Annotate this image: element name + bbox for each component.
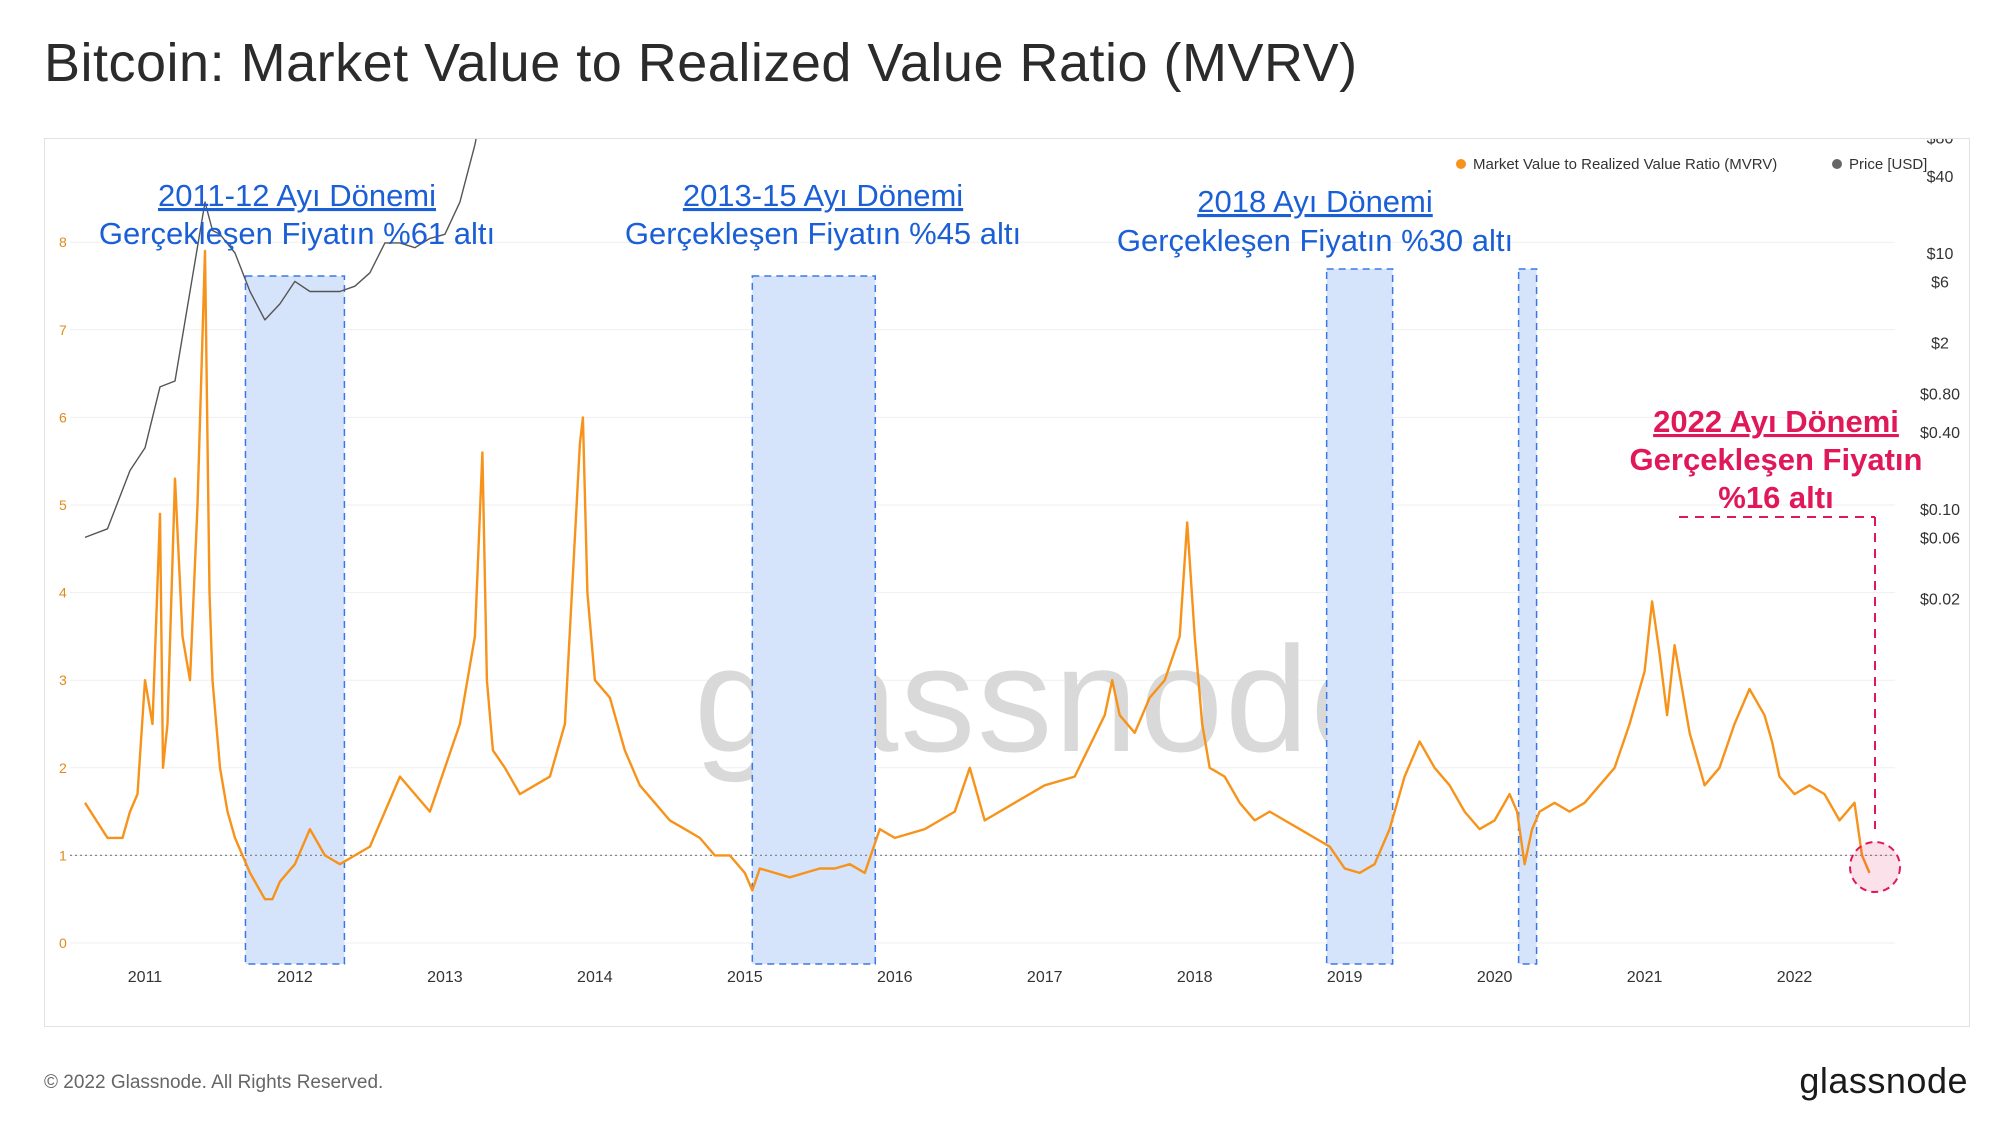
annotation-subtitle: Gerçekleşen Fiyatın %30 altı: [1117, 223, 1513, 258]
x-tick-label: 2015: [727, 969, 763, 986]
y-left-tick-label: 0: [59, 935, 67, 951]
x-tick-label: 2017: [1027, 969, 1063, 986]
y-right-tick-label: $6: [1931, 274, 1949, 291]
x-tick-label: 2011: [128, 969, 163, 986]
annotation-subtitle: %16 altı: [1718, 480, 1833, 515]
mvrv-line: [83, 249, 1871, 901]
legend-marker-price: [1832, 159, 1842, 169]
annotation-title: 2022 Ayı Dönemi: [1653, 404, 1899, 439]
annotation-subtitle: Gerçekleşen Fiyatın: [1630, 442, 1923, 477]
y-right-tick-label: $0.06: [1920, 530, 1960, 547]
legend-marker-mvrv: [1456, 159, 1466, 169]
bear-period-box: [751, 275, 877, 965]
y-left-tick-label: 8: [59, 234, 67, 250]
x-tick-label: 2014: [577, 969, 613, 986]
bear-period-box: [1325, 268, 1394, 965]
x-tick-label: 2022: [1777, 969, 1813, 986]
chart-area: glassnode012345678$100k$60k$20k$8k$4k$1k…: [44, 138, 1970, 1027]
y-right-tick-label: $2: [1931, 335, 1949, 352]
x-tick-label: 2013: [427, 969, 463, 986]
price-line: [84, 139, 477, 539]
y-right-tick-label: $0.80: [1920, 386, 1960, 403]
bear-period-box: [244, 275, 346, 965]
x-tick-label: 2018: [1177, 969, 1213, 986]
annotation-title: 2018 Ayı Dönemi: [1197, 184, 1433, 219]
y-right-tick-label: $10: [1927, 246, 1954, 263]
x-tick-label: 2021: [1627, 969, 1663, 986]
y-right-tick-label: $0.10: [1920, 502, 1960, 519]
y-left-tick-label: 4: [59, 585, 67, 601]
y-left-tick-label: 6: [59, 409, 67, 425]
legend: Market Value to Realized Value Ratio (MV…: [1456, 156, 1927, 173]
y-left-tick-label: 5: [59, 497, 67, 513]
legend-label-mvrv: Market Value to Realized Value Ratio (MV…: [1473, 156, 1777, 173]
x-tick-label: 2019: [1327, 969, 1363, 986]
bear-period-annotation: 2018 Ayı Dönemi Gerçekleşen Fiyatın %30 a…: [1117, 184, 1513, 258]
footer-copyright: © 2022 Glassnode. All Rights Reserved.: [44, 1072, 384, 1093]
x-tick-label: 2020: [1477, 969, 1513, 986]
y-left-tick-label: 3: [59, 672, 67, 688]
page-title: Bitcoin: Market Value to Realized Value …: [44, 33, 1358, 93]
y-right-tick-label: $0.02: [1920, 591, 1960, 608]
current-point-highlight: [1849, 841, 1901, 893]
bear-period-box: [1517, 268, 1538, 965]
y-right-tick-label: $80: [1927, 139, 1954, 147]
y-right-tick-label: $40: [1927, 169, 1954, 186]
glassnode-logo: glassnode: [1799, 1060, 1968, 1101]
x-tick-label: 2016: [877, 969, 913, 986]
y-left-tick-label: 2: [59, 760, 67, 776]
legend-label-price: Price [USD]: [1849, 156, 1927, 173]
annotation-title: 2011-12 Ayı Dönemi: [158, 178, 436, 213]
x-tick-label: 2012: [277, 969, 313, 986]
annotation-title: 2013-15 Ayı Dönemi: [683, 178, 963, 213]
y-left-tick-label: 7: [59, 322, 67, 338]
y-right-tick-label: $0.40: [1920, 425, 1960, 442]
y-left-tick-label: 1: [59, 847, 67, 863]
annotation-subtitle: Gerçekleşen Fiyatın %61 altı: [99, 216, 495, 251]
annotation-subtitle: Gerçekleşen Fiyatın %45 altı: [625, 216, 1021, 251]
